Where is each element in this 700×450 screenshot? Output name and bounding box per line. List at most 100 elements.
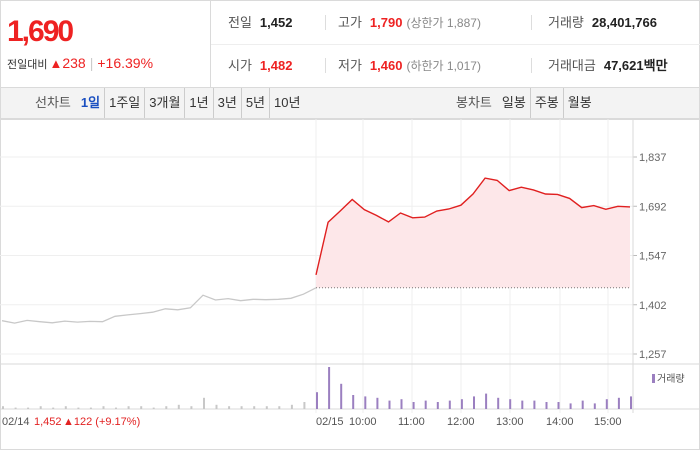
prev-day-date-label: 02/14 (2, 416, 30, 428)
volume-bar-prev (152, 407, 155, 409)
open-stat: 시가 1,482 (228, 44, 292, 87)
low-stat: 저가 1,460 (하한가 1,017) (338, 44, 481, 87)
x-tick-label: 14:00 (546, 416, 574, 428)
low-value: 1,460 (369, 58, 403, 73)
volume-bar-prev (265, 406, 268, 409)
volume-bar-today (473, 396, 475, 409)
amount-value: 47,621 (603, 58, 644, 73)
line-period-tab-1[interactable]: 1주일 (104, 88, 144, 118)
line-period-tab-5[interactable]: 5년 (240, 88, 269, 118)
y-tick-label: 1,692 (639, 201, 667, 213)
x-tick-label: 12:00 (447, 416, 475, 428)
volume-bar-prev (303, 402, 306, 409)
volume-bar-today (424, 400, 427, 409)
today-price-area (316, 178, 630, 288)
amount-unit: 백만 (643, 58, 668, 73)
stat-divider (531, 15, 532, 30)
volume-bar-prev (77, 407, 80, 409)
prev-close-value: 1,452 (259, 15, 293, 30)
change-row: 전일대비 ▲238 | +16.39% (7, 55, 153, 72)
volume-value: 28,401,766 (591, 15, 657, 30)
lower-limit: (하한가 1,017) (406, 59, 481, 73)
volume-legend-label: 거래량 (657, 373, 685, 385)
line-period-tab-2[interactable]: 3개월 (144, 88, 184, 118)
volume-bar-today (436, 402, 439, 409)
volume-bar-today (376, 397, 379, 409)
volume-bar-prev (64, 406, 67, 409)
volume-legend-swatch (652, 374, 655, 383)
volume-bar-today (605, 399, 608, 409)
change-rate: +16.39% (97, 55, 154, 71)
x-tick-label: 13:00 (496, 416, 524, 428)
change-separator: | (89, 55, 94, 71)
x-tick-label: 02/15 (316, 416, 344, 428)
high-stat: 고가 1,790 (상한가 1,887) (338, 1, 481, 44)
stat-divider (325, 58, 326, 73)
volume-bar-prev (27, 407, 30, 409)
volume-bar-today (485, 393, 488, 409)
price-stats: 전일 1,452 고가 1,790 (상한가 1,887) 거래량 28,401,766… (211, 1, 700, 87)
line-period-tab-3[interactable]: 1년 (184, 88, 212, 118)
volume-bar-prev (52, 407, 55, 409)
volume-bar-prev (253, 406, 256, 409)
volume-bar-prev (140, 406, 143, 409)
volume-bar-today (316, 392, 318, 409)
volume-bar-prev (2, 406, 4, 409)
line-period-tab-6[interactable]: 10년 (269, 88, 304, 118)
volume-bar-today (328, 367, 331, 409)
volume-bar-today (569, 403, 572, 409)
chart-period-tabs: 선차트 1일 1주일 3개월 1년 3년 5년 10년 봉차트 일봉 주봉 월봉 (0, 88, 700, 119)
high-value: 1,790 (369, 15, 403, 30)
y-tick-label: 1,402 (639, 300, 667, 312)
volume-bar-prev (228, 406, 231, 409)
volume-bar-prev (240, 406, 243, 409)
volume-bar-prev (290, 404, 293, 409)
volume-bar-prev (115, 407, 117, 409)
volume-bar-today (581, 400, 584, 409)
volume-bar-prev (39, 406, 42, 409)
volume-bar-today (340, 383, 343, 409)
change-label: 전일대비 (7, 59, 48, 71)
candle-period-tab-2[interactable]: 월봉 (562, 88, 596, 118)
volume-bar-today (521, 400, 524, 409)
stat-divider (531, 58, 532, 73)
volume-bar-prev (203, 397, 205, 409)
volume-bar-today (388, 400, 391, 409)
volume-bar-today (617, 397, 620, 409)
stats-row-divider (211, 44, 700, 45)
line-period-tab-0[interactable]: 1일 (80, 95, 101, 110)
volume-bar-prev (89, 407, 92, 409)
intraday-price-chart: 1,837 1,692 1,547 1,402 1,257 거래량 02/14 1,452 ▲1… (0, 119, 700, 450)
y-tick-label: 1,257 (639, 349, 667, 361)
volume-bar-today (630, 396, 632, 409)
amount-stat: 거래대금 47,621백만 (548, 44, 668, 87)
current-price-box: 1,690 전일대비 ▲238 | +16.39% (1, 1, 211, 87)
current-price: 1,690 (7, 15, 74, 48)
candle-period-tab-0[interactable]: 일봉 (501, 95, 526, 110)
volume-bar-prev (177, 404, 180, 409)
x-tick-label: 11:00 (398, 416, 425, 428)
prev-close-stat: 전일 1,452 (228, 1, 292, 44)
volume-bar-today (497, 397, 500, 409)
amount-label: 거래대금 (548, 58, 596, 73)
high-label: 고가 (338, 15, 362, 30)
volume-bar-prev (102, 406, 105, 409)
volume-bar-today (509, 399, 512, 409)
volume-stat: 거래량 28,401,766 (548, 1, 657, 44)
upper-limit: (상한가 1,887) (406, 16, 481, 30)
line-chart-label: 선차트 (35, 95, 71, 110)
volume-bar-prev (278, 406, 281, 409)
open-label: 시가 (228, 58, 252, 73)
candle-period-tab-1[interactable]: 주봉 (529, 88, 563, 118)
volume-bar-prev (14, 407, 17, 409)
line-chart-tabs: 선차트 1일 1주일 3개월 1년 3년 5년 10년 (35, 88, 304, 118)
prev-close-label: 전일 (228, 15, 252, 30)
prev-day-price-line (1, 287, 317, 324)
candle-chart-tabs: 봉차트 일봉 주봉 월봉 (456, 88, 596, 118)
line-period-tab-4[interactable]: 3년 (212, 88, 241, 118)
volume-bar-today (557, 402, 560, 409)
candle-chart-label: 봉차트 (456, 95, 492, 110)
volume-bar-prev (215, 404, 218, 409)
volume-bar-today (593, 403, 596, 409)
y-tick-label: 1,547 (639, 251, 667, 263)
